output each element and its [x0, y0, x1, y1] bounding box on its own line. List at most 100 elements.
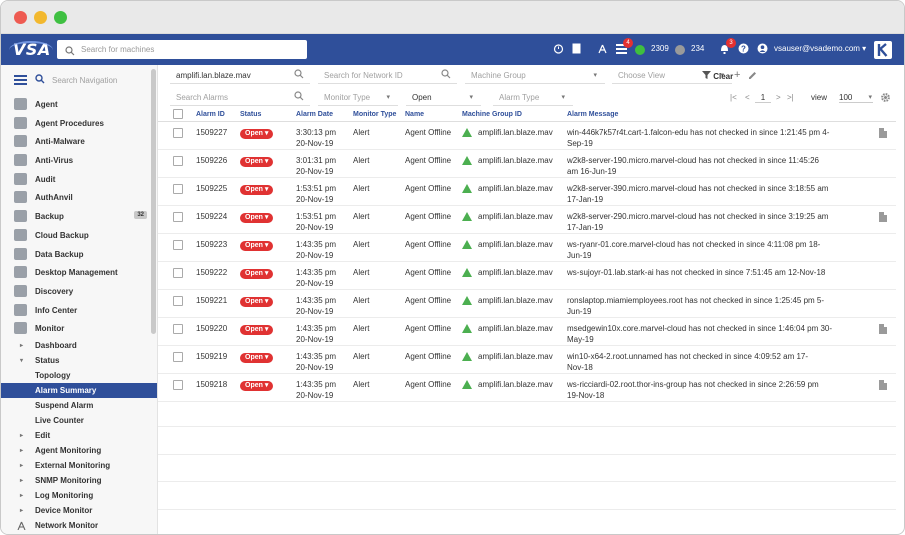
- choose-view-select[interactable]: Choose View ▾: [612, 68, 732, 84]
- sidebar-subitem-status[interactable]: ▾ Status: [1, 353, 157, 368]
- alarm-id[interactable]: 1509218: [193, 373, 237, 402]
- notification-bell-icon[interactable]: 3: [719, 38, 736, 58]
- table-row[interactable]: 1509222 Open ▾ 1:43:35 pm 20-Nov-19 Alert Age…: [158, 261, 896, 290]
- page-size-select[interactable]: 100 ▾: [839, 93, 873, 103]
- status-cell[interactable]: Open ▾: [237, 261, 293, 290]
- column-header-alarm-id[interactable]: Alarm ID: [193, 108, 237, 122]
- first-page-button[interactable]: |<: [730, 93, 737, 102]
- sidebar-item-agent-procedures[interactable]: Agent Procedures: [1, 114, 157, 133]
- sidebar-subitem-agent-monitoring[interactable]: ▸ Agent Monitoring: [1, 443, 157, 458]
- monitor-type-select[interactable]: Monitor Type ▾: [318, 90, 398, 106]
- alarm-id[interactable]: 1509221: [193, 289, 237, 318]
- row-checkbox[interactable]: [158, 289, 193, 318]
- hamburger-menu-icon[interactable]: [14, 75, 27, 85]
- minimize-window-button[interactable]: [34, 11, 47, 24]
- sidebar-scrollbar[interactable]: [151, 69, 156, 334]
- sidebar-item-agent[interactable]: Agent: [1, 95, 157, 114]
- user-avatar-icon[interactable]: [757, 43, 768, 58]
- status-cell[interactable]: Open ▾: [237, 205, 293, 234]
- alarm-state-select[interactable]: Open ▾: [406, 90, 481, 106]
- page-number-input[interactable]: 1: [755, 93, 771, 103]
- machine-search-input[interactable]: Search for machines: [57, 40, 307, 59]
- sidebar-item-desktop-management[interactable]: Desktop Management: [1, 263, 157, 282]
- status-cell[interactable]: Open ▾: [237, 121, 293, 150]
- status-cell[interactable]: Open ▾: [237, 149, 293, 178]
- network-tower-icon[interactable]: [597, 43, 608, 58]
- settings-gear-icon[interactable]: [880, 92, 891, 105]
- row-checkbox[interactable]: [158, 121, 193, 150]
- status-cell[interactable]: Open ▾: [237, 373, 293, 402]
- sidebar-item-monitor[interactable]: Monitor: [1, 319, 157, 338]
- kaseya-app-icon[interactable]: [874, 41, 892, 59]
- offline-count[interactable]: 234: [691, 44, 705, 53]
- status-badge[interactable]: Open ▾: [240, 240, 274, 251]
- status-cell[interactable]: Open ▾: [237, 233, 293, 262]
- sidebar-subitem-topology[interactable]: Topology: [1, 368, 157, 383]
- status-badge[interactable]: Open ▾: [240, 128, 274, 139]
- next-page-button[interactable]: >: [776, 93, 781, 102]
- sidebar-subitem-log-monitoring[interactable]: ▸ Log Monitoring: [1, 488, 157, 503]
- sidebar-item-anti-virus[interactable]: Anti-Virus: [1, 151, 157, 170]
- column-header-name[interactable]: Name: [402, 108, 459, 122]
- alarm-type-select[interactable]: Alarm Type ▾: [493, 90, 573, 106]
- sidebar-subitem-snmp-monitoring[interactable]: ▸ SNMP Monitoring: [1, 473, 157, 488]
- alarm-id[interactable]: 1509222: [193, 261, 237, 290]
- note-document-icon[interactable]: [879, 211, 887, 222]
- sidebar-item-cloud-backup[interactable]: Cloud Backup: [1, 226, 157, 245]
- navigation-search-input[interactable]: Search Navigation: [52, 76, 118, 85]
- sidebar-subitem-device-monitor[interactable]: ▸ Device Monitor: [1, 503, 157, 518]
- document-icon[interactable]: [572, 43, 581, 58]
- row-checkbox[interactable]: [158, 177, 193, 206]
- sidebar-item-authanvil[interactable]: AuthAnvil: [1, 188, 157, 207]
- sidebar-item-discovery[interactable]: Discovery: [1, 282, 157, 301]
- sidebar-subitem-dashboard[interactable]: ▸ Dashboard: [1, 338, 157, 353]
- user-menu[interactable]: vsauser@vsademo.com ▾: [774, 44, 867, 53]
- alarm-id[interactable]: 1509227: [193, 121, 237, 150]
- status-cell[interactable]: Open ▾: [237, 177, 293, 206]
- row-checkbox[interactable]: [158, 149, 193, 178]
- row-checkbox[interactable]: [158, 345, 193, 374]
- table-row[interactable]: 1509220 Open ▾ 1:43:35 pm 20-Nov-19 Alert Age…: [158, 317, 896, 346]
- column-header-monitor-type[interactable]: Monitor Type: [350, 108, 402, 122]
- vsa-logo[interactable]: VSA: [9, 40, 53, 59]
- previous-page-button[interactable]: <: [745, 93, 750, 102]
- row-checkbox[interactable]: [158, 373, 193, 402]
- status-badge[interactable]: Open ▾: [240, 380, 274, 391]
- sidebar-item-backup[interactable]: Backup 32: [1, 207, 157, 226]
- status-cell[interactable]: Open ▾: [237, 317, 293, 346]
- row-checkbox[interactable]: [158, 317, 193, 346]
- alarm-id[interactable]: 1509224: [193, 205, 237, 234]
- table-row[interactable]: 1509221 Open ▾ 1:43:35 pm 20-Nov-19 Alert Age…: [158, 289, 896, 318]
- sidebar-subitem-suspend-alarm[interactable]: Suspend Alarm: [1, 398, 157, 413]
- table-row[interactable]: 1509226 Open ▾ 3:01:31 pm 20-Nov-19 Alert Age…: [158, 149, 896, 178]
- sidebar-subitem-edit[interactable]: ▸ Edit: [1, 428, 157, 443]
- sidebar-item-info-center[interactable]: Info Center: [1, 301, 157, 320]
- sidebar-subitem-network-monitor[interactable]: Network Monitor: [1, 518, 157, 533]
- sidebar-item-audit[interactable]: Audit: [1, 170, 157, 189]
- help-icon[interactable]: ?: [738, 43, 749, 58]
- table-row[interactable]: 1509219 Open ▾ 1:43:35 pm 20-Nov-19 Alert Age…: [158, 345, 896, 374]
- table-row[interactable]: 1509227 Open ▾ 3:30:13 pm 20-Nov-19 Alert Age…: [158, 121, 896, 150]
- sidebar-subitem-live-counter[interactable]: Live Counter: [1, 413, 157, 428]
- column-header-alarm-message[interactable]: Alarm Message: [564, 108, 876, 122]
- status-badge[interactable]: Open ▾: [240, 212, 274, 223]
- table-row[interactable]: 1509224 Open ▾ 1:53:51 pm 20-Nov-19 Alert Age…: [158, 205, 896, 234]
- status-badge[interactable]: Open ▾: [240, 296, 274, 307]
- alerts-list-icon[interactable]: 4: [616, 38, 633, 58]
- row-checkbox[interactable]: [158, 205, 193, 234]
- alarm-clock-icon[interactable]: [553, 43, 564, 58]
- search-alarms-input[interactable]: Search Alarms: [170, 90, 310, 106]
- column-header-alarm-date[interactable]: Alarm Date: [293, 108, 350, 122]
- status-badge[interactable]: Open ▾: [240, 268, 274, 279]
- status-cell[interactable]: Open ▾: [237, 289, 293, 318]
- close-window-button[interactable]: [14, 11, 27, 24]
- status-cell[interactable]: Open ▾: [237, 345, 293, 374]
- alarm-id[interactable]: 1509219: [193, 345, 237, 374]
- edit-view-icon[interactable]: [748, 71, 757, 82]
- alarm-id[interactable]: 1509223: [193, 233, 237, 262]
- note-document-icon[interactable]: [879, 323, 887, 334]
- sidebar-subitem-alarm-summary[interactable]: Alarm Summary: [1, 382, 157, 398]
- maximize-window-button[interactable]: [54, 11, 67, 24]
- status-badge[interactable]: Open ▾: [240, 156, 274, 167]
- column-header-status[interactable]: Status: [237, 108, 293, 122]
